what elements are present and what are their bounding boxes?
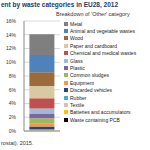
svg-text:16%: 16%	[8, 18, 17, 24]
svg-text:2%: 2%	[9, 114, 17, 120]
svg-text:4%: 4%	[9, 100, 17, 106]
html-text:Wood: Wood	[70, 35, 83, 42]
html-text:Chemical and medical wastes: Chemical and medical wastes	[70, 50, 137, 57]
html-text:Animal and vegetable wastes: Animal and vegetable wastes	[70, 28, 135, 35]
html-text:Metal: Metal	[70, 20, 83, 27]
html-text:Glass: Glass	[70, 57, 83, 64]
html-text:Equipment: Equipment	[70, 79, 94, 86]
html-text:Plastic: Plastic	[70, 65, 85, 71]
html-text:Paper and cardboard: Paper and cardboard	[70, 42, 117, 49]
html-text:Discarded vehicles: Discarded vehicles	[70, 87, 112, 94]
html-text:Textile: Textile	[70, 102, 85, 108]
html-text:Waste containing PCB: Waste containing PCB	[70, 116, 120, 123]
svg-text:6%: 6%	[9, 87, 17, 93]
html-text:Rubber: Rubber	[70, 94, 87, 101]
html-text:ent by waste categories in EU2: ent by waste categories in EU28, 2012	[1, 1, 119, 8]
html-text:Common sludges: Common sludges	[70, 72, 109, 79]
svg-text:14%: 14%	[8, 32, 17, 38]
svg-text:12%: 12%	[8, 45, 17, 51]
svg-text:0%: 0%	[9, 128, 17, 134]
html-text:rostat), 2015.: rostat), 2015.	[1, 140, 34, 146]
svg-text:8%: 8%	[9, 73, 17, 79]
html-text:Batteries and accumulators: Batteries and accumulators	[70, 109, 131, 116]
svg-text:10%: 10%	[8, 59, 17, 65]
html-text:Breakdown of 'Other' category: Breakdown of 'Other' category	[56, 11, 130, 17]
